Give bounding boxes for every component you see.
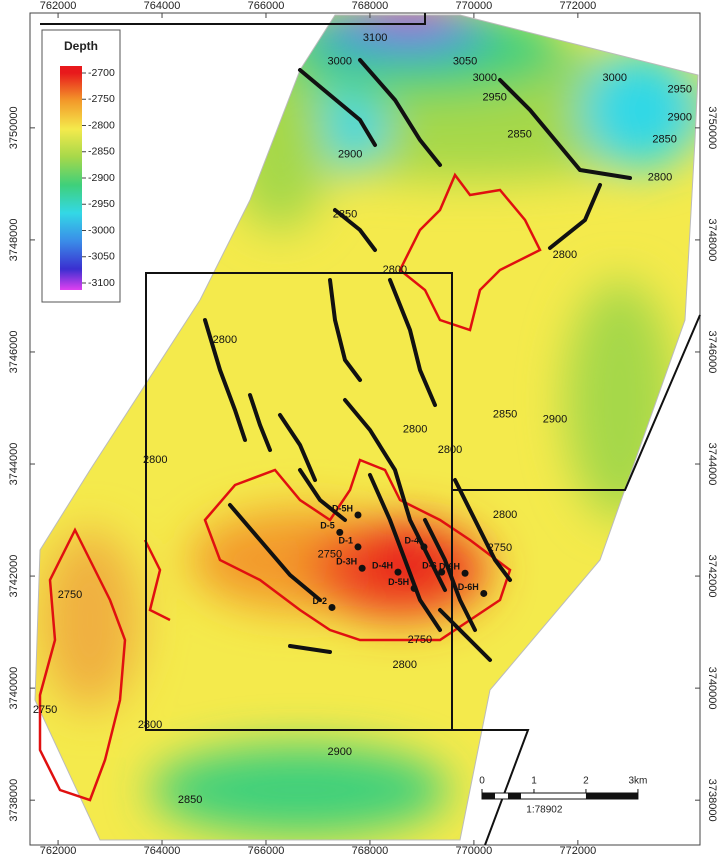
well-label: D-4	[404, 535, 419, 545]
contour-label: 2800	[393, 659, 417, 671]
contour-label: 2750	[408, 634, 432, 646]
scale-label: 2	[583, 776, 589, 787]
well	[354, 543, 361, 550]
y-tick-label: 3740000	[706, 667, 718, 710]
well	[411, 585, 418, 592]
scale-label: 1	[531, 776, 537, 787]
well-label: D-6H	[439, 562, 460, 572]
contour-label: 2750	[33, 704, 57, 716]
y-tick-label: 3742000	[8, 555, 20, 598]
colorbar-label: -2800	[88, 119, 115, 131]
x-tick-label: 764000	[144, 0, 181, 12]
contour-label: 2750	[488, 542, 512, 554]
well	[354, 512, 361, 519]
colorbar-label: -2750	[88, 93, 115, 105]
x-tick-label: 770000	[456, 0, 493, 12]
contour-label: 2950	[667, 84, 691, 96]
x-tick-label: 764000	[144, 845, 181, 857]
contour-label: 2900	[667, 112, 691, 124]
contour-label: 3100	[363, 32, 387, 44]
well	[462, 570, 469, 577]
well-label: D-4H	[372, 561, 393, 571]
scale-ratio: 1:78902	[526, 805, 563, 816]
contour-label: 2850	[493, 409, 517, 421]
y-tick-label: 3746000	[706, 331, 718, 374]
colorbar-label: -2850	[88, 146, 115, 158]
contour-label: 2850	[333, 209, 357, 221]
well-label: D-1	[338, 535, 353, 545]
x-tick-label: 768000	[352, 0, 389, 12]
well-label: D-6	[422, 561, 437, 571]
well-label: D-6H	[458, 582, 479, 592]
y-tick-label: 3750000	[8, 106, 20, 149]
contour-label: 2800	[383, 264, 407, 276]
contour-label: 2800	[213, 334, 237, 346]
contour-label: 2900	[543, 414, 567, 426]
page: {"map": { "xlim": [761460, 774350], "yli…	[0, 0, 725, 858]
contour-label: 2900	[338, 149, 362, 161]
well	[420, 543, 427, 550]
scale-label: 0	[479, 776, 485, 787]
scale-label: 3km	[628, 776, 647, 787]
well-label: D-3H	[336, 557, 357, 567]
colorbar-label: -3050	[88, 251, 115, 263]
contour-label: 3000	[328, 56, 352, 68]
y-tick-label: 3744000	[8, 443, 20, 486]
y-tick-label: 3744000	[706, 443, 718, 486]
contour-label: 2850	[652, 134, 676, 146]
contour-label: 2800	[403, 424, 427, 436]
x-tick-label: 762000	[40, 845, 77, 857]
x-tick-label: 766000	[248, 845, 285, 857]
y-tick-label: 3748000	[8, 218, 20, 261]
y-tick-label: 3748000	[706, 218, 718, 261]
y-tick-label: 3738000	[706, 779, 718, 822]
contour-label: 2850	[178, 794, 202, 806]
x-tick-label: 772000	[559, 845, 596, 857]
y-tick-label: 3750000	[706, 106, 718, 149]
contour-label: 2850	[507, 128, 531, 140]
colorbar-label: -2700	[88, 67, 115, 79]
contour-label: 3000	[473, 72, 497, 84]
y-tick-label: 3740000	[8, 667, 20, 710]
contour-label: 2750	[58, 589, 82, 601]
contour-label: 3050	[453, 56, 477, 68]
legend: Depth -2700 -2750 -2800 -2850 -2900 -2950 -300…	[42, 30, 120, 302]
contour-label: 2900	[328, 746, 352, 758]
well-label: D-5	[320, 521, 335, 531]
contour-label: 2800	[438, 444, 462, 456]
contour-label: 2800	[138, 719, 162, 731]
colorbar-label: -2900	[88, 172, 115, 184]
well-label: D-2	[312, 596, 327, 606]
contour-label: 2950	[482, 92, 506, 104]
well	[395, 569, 402, 576]
well	[480, 590, 487, 597]
scale-segment	[586, 793, 638, 799]
colorbar	[60, 66, 82, 290]
y-tick-label: 3746000	[8, 331, 20, 374]
contour-label: 2800	[143, 454, 167, 466]
x-tick-label: 770000	[456, 845, 493, 857]
y-tick-label: 3742000	[706, 555, 718, 598]
y-tick-label: 3738000	[8, 779, 20, 822]
x-tick-label: 762000	[40, 0, 77, 12]
contour-label: 3000	[603, 72, 627, 84]
map: Depth -2700 -2750 -2800 -2850 -2900 -2950 -300…	[0, 0, 725, 858]
x-tick-label: 768000	[352, 845, 389, 857]
well	[328, 604, 335, 611]
well	[359, 565, 366, 572]
colorbar-label: -2950	[88, 198, 115, 210]
colorbar-label: -3100	[88, 277, 115, 289]
well-label: D-5H	[332, 503, 353, 513]
legend-title: Depth	[64, 39, 98, 53]
well-label: D-5H	[388, 577, 409, 587]
scale-segment	[482, 793, 495, 799]
scale-segment	[508, 793, 521, 799]
x-tick-label: 766000	[248, 0, 285, 12]
contour-label: 2800	[648, 172, 672, 184]
contour-label: 2800	[553, 249, 577, 261]
x-tick-label: 772000	[559, 0, 596, 12]
colorbar-label: -3000	[88, 224, 115, 236]
contour-label: 2800	[493, 509, 517, 521]
